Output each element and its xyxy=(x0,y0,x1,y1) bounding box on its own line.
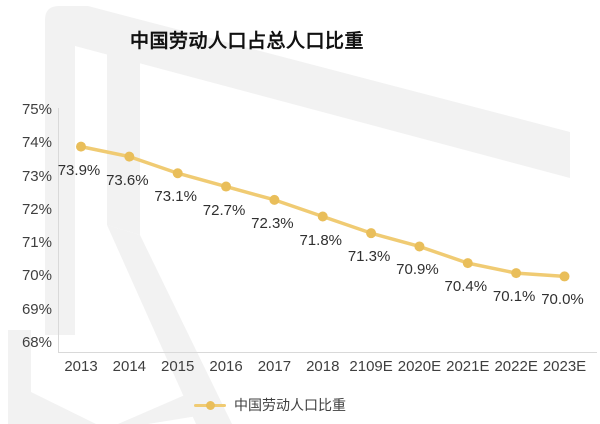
x-tick-label: 2014 xyxy=(112,358,147,375)
y-tick-label: 75% xyxy=(21,101,52,118)
data-point-marker xyxy=(269,194,280,205)
legend-label: 中国劳动人口比重 xyxy=(234,397,346,413)
y-tick-label: 74% xyxy=(21,134,52,152)
legend: 中国劳动人口比重 xyxy=(194,397,346,413)
x-tick-label: 2016 xyxy=(209,358,243,375)
data-point-label: 71.8% xyxy=(299,231,343,249)
y-tick-label: 72% xyxy=(21,200,52,218)
data-point-marker xyxy=(414,241,425,252)
data-point-marker xyxy=(559,271,570,282)
x-axis-line xyxy=(58,352,597,353)
data-point-marker xyxy=(124,151,135,162)
data-point-label: 70.1% xyxy=(492,288,536,306)
data-point-label: 72.3% xyxy=(251,214,294,232)
data-point-marker xyxy=(317,211,328,222)
data-point-label: 70.9% xyxy=(396,261,439,279)
y-tick-label: 69% xyxy=(21,300,52,318)
y-axis-line xyxy=(58,108,59,352)
data-point-label: 71.3% xyxy=(347,248,391,266)
chart-title: 中国劳动人口占总人口比重 xyxy=(129,31,364,52)
data-point-label: 72.7% xyxy=(202,201,246,219)
data-point-marker xyxy=(366,228,377,239)
x-tick-label: 2023E xyxy=(542,358,587,375)
x-tick-label: 2017 xyxy=(257,358,292,375)
x-tick-label: 2022E xyxy=(494,358,538,375)
data-point-label: 73.1% xyxy=(154,188,197,206)
x-tick-label: 2021E xyxy=(446,358,490,375)
data-point-label: 70.4% xyxy=(444,278,488,296)
legend-line-marker-icon xyxy=(194,397,226,413)
y-tick-label: 73% xyxy=(21,167,52,185)
data-point-label: 70.0% xyxy=(541,291,584,309)
x-tick-label: 2018 xyxy=(306,358,340,375)
x-tick-label: 2109E xyxy=(349,358,393,375)
data-point-label: 73.6% xyxy=(106,171,149,189)
data-point-marker xyxy=(172,168,183,179)
y-tick-label: 70% xyxy=(21,267,52,285)
x-tick-label: 2013 xyxy=(64,358,98,375)
legend-dot-icon xyxy=(205,400,215,410)
data-point-marker xyxy=(221,181,232,192)
y-tick-label: 68% xyxy=(21,333,52,351)
y-tick-label: 71% xyxy=(21,234,52,252)
data-point-marker xyxy=(76,141,86,152)
x-tick-label: 2015 xyxy=(161,358,195,375)
data-point-marker xyxy=(462,258,473,269)
data-point-marker xyxy=(511,268,522,279)
x-tick-label: 2020E xyxy=(397,358,442,375)
data-point-label: 73.9% xyxy=(57,161,101,179)
